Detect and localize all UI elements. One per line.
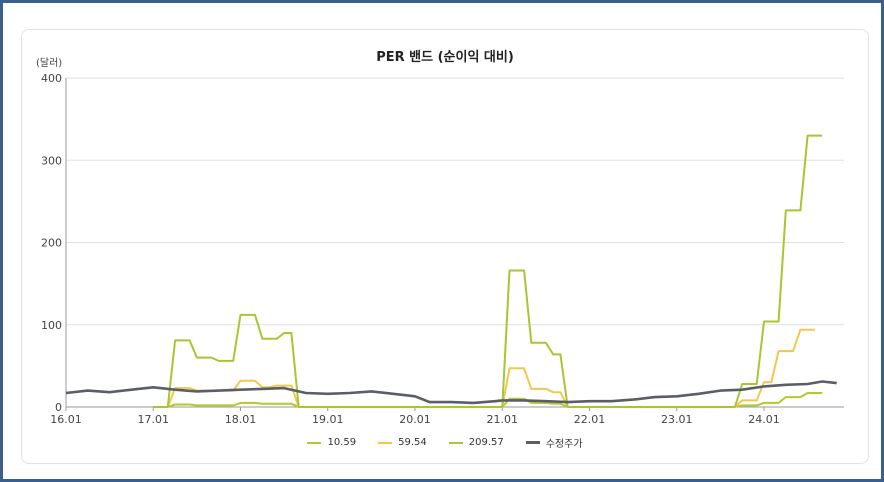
legend-swatch [378, 441, 393, 444]
series-line-4 [65, 380, 837, 405]
chart-card: PER 밴드 (순이익 대비) (달러) 0 100 200 300 400 16.01 1… [21, 29, 869, 464]
x-tick-label: 19.01 [312, 413, 344, 426]
y-tick-label: 200 [41, 237, 62, 250]
x-tick-label: 20.01 [399, 413, 431, 426]
legend-item-1: 10.59 [307, 435, 356, 450]
series-line-1 [153, 392, 823, 408]
y-tick-label: 300 [41, 154, 62, 167]
legend-label: 209.57 [468, 437, 504, 448]
legend-swatch [307, 441, 322, 444]
legend-item-2: 59.54 [378, 435, 427, 450]
y-tick-label: 400 [41, 72, 62, 85]
y-axis-unit: (달러) [36, 58, 63, 69]
y-tick-label: 100 [41, 319, 62, 332]
chart-title: PER 밴드 (순이익 대비) [376, 50, 514, 65]
x-tick-label: 22.01 [574, 413, 606, 426]
x-tick-label: 17.01 [138, 413, 170, 426]
legend-swatch [525, 441, 540, 444]
x-tick-label: 21.01 [487, 413, 519, 426]
series-line-2 [153, 328, 815, 408]
x-tick-label: 24.01 [748, 413, 780, 426]
legend-item-3: 209.57 [448, 435, 504, 450]
x-tick-label: 16.01 [50, 413, 82, 426]
chart-legend: 10.59 59.54 209.57 수정주가 [22, 435, 868, 450]
y-tick-label: 0 [55, 401, 62, 414]
legend-swatch [448, 441, 463, 444]
legend-label: 수정주가 [545, 439, 583, 450]
series-line-3 [153, 134, 823, 408]
legend-label: 59.54 [398, 437, 427, 448]
x-tick-label: 23.01 [661, 413, 693, 426]
x-tick-label: 18.01 [225, 413, 257, 426]
legend-item-4: 수정주가 [525, 435, 583, 450]
legend-label: 10.59 [327, 437, 357, 448]
chart-plot: 0 100 200 300 400 16.01 17.01 18.01 19.01 20.01 21… [41, 72, 844, 426]
